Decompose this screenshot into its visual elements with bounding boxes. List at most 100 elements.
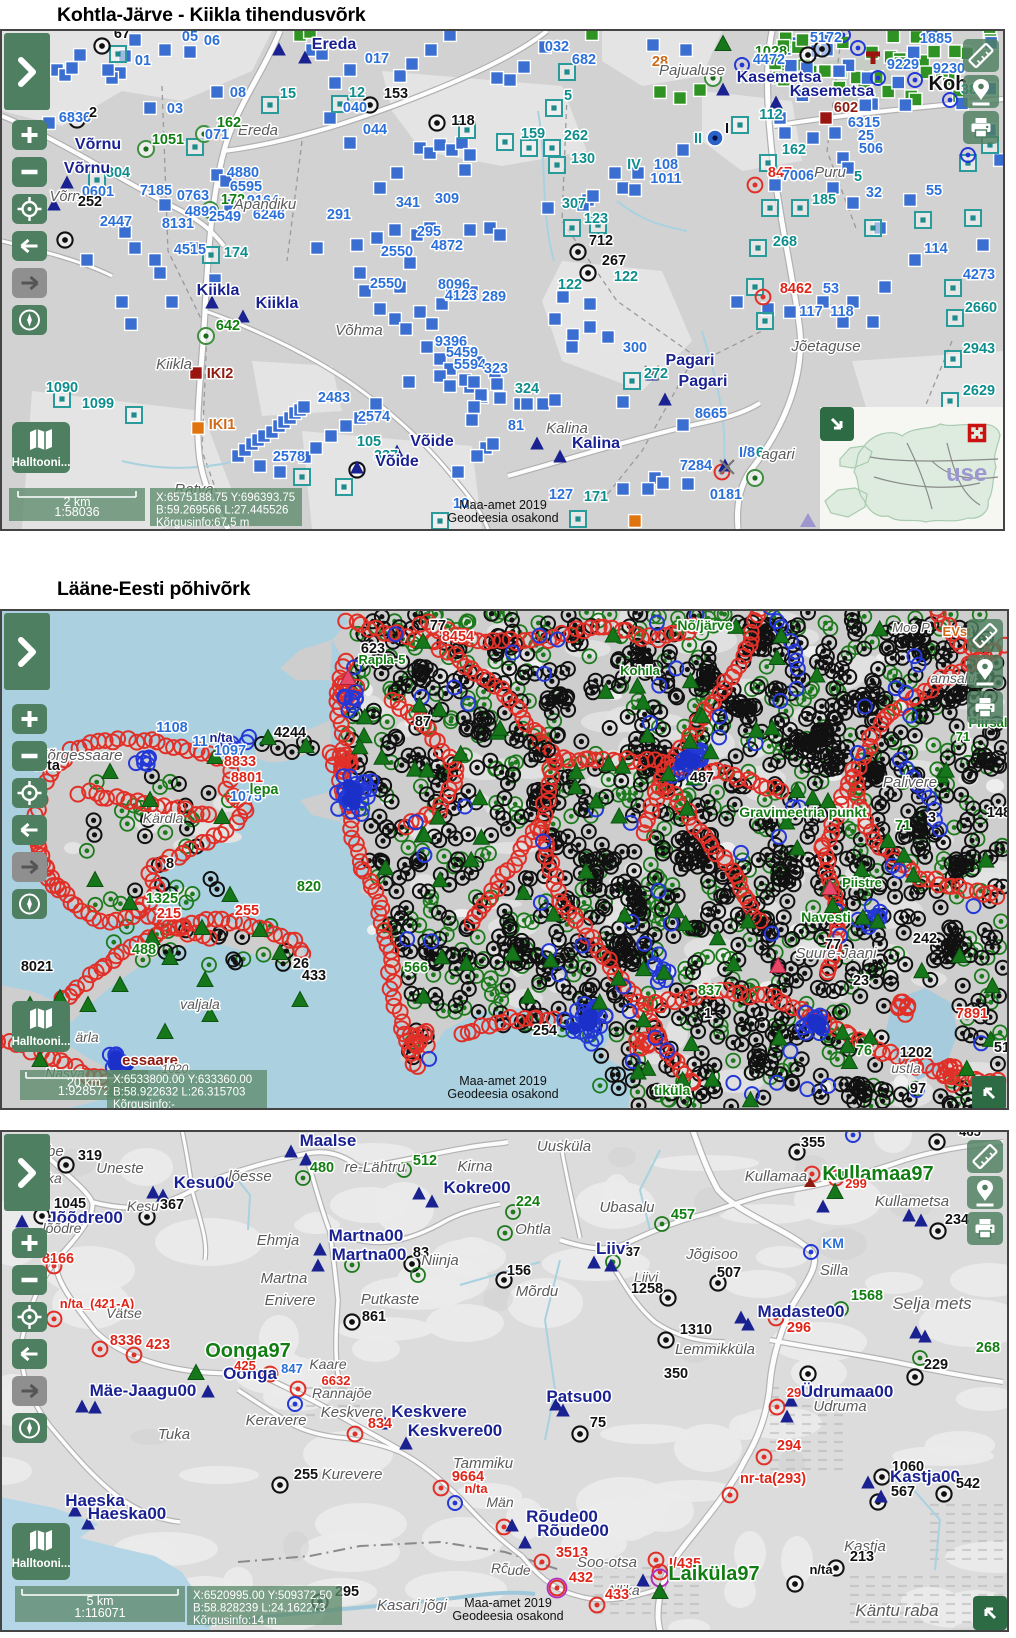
svg-text:01: 01: [135, 53, 151, 69]
svg-text:2943: 2943: [963, 341, 995, 357]
svg-text:X:6533800.00 Y:633360.00: X:6533800.00 Y:633360.00: [113, 1074, 252, 1086]
svg-text:6632: 6632: [322, 1373, 351, 1388]
svg-text:8665: 8665: [695, 406, 727, 422]
svg-text:Kesu00: Kesu00: [174, 1173, 234, 1192]
svg-text:Oonga97: Oonga97: [205, 1340, 291, 1362]
svg-text:Kiikla: Kiikla: [197, 282, 240, 299]
svg-text:174: 174: [224, 245, 248, 261]
svg-text:6246: 6246: [253, 207, 285, 223]
svg-text:Maa-amet 2019: Maa-amet 2019: [464, 1596, 552, 1610]
svg-text:Kalina: Kalina: [572, 435, 620, 452]
svg-text:2574: 2574: [358, 409, 390, 425]
svg-text:5459: 5459: [446, 345, 478, 361]
svg-text:5: 5: [854, 169, 862, 185]
svg-text:507: 507: [717, 1265, 741, 1281]
svg-text:76: 76: [856, 1043, 872, 1059]
svg-text:valjala: valjala: [180, 996, 220, 1012]
svg-text:2578: 2578: [273, 449, 305, 465]
svg-text:7284: 7284: [680, 458, 712, 474]
svg-text:299: 299: [845, 1176, 867, 1191]
svg-text:9230: 9230: [933, 61, 965, 77]
svg-text:B:58.922632 L:26.315703: B:58.922632 L:26.315703: [113, 1087, 245, 1099]
svg-text:ustla: ustla: [891, 1060, 921, 1076]
svg-text:2 km: 2 km: [63, 495, 90, 509]
svg-text:Koh: Koh: [929, 73, 968, 95]
svg-text:I/435: I/435: [669, 1556, 701, 1572]
svg-text:Geodeesia osakond: Geodeesia osakond: [447, 1087, 558, 1101]
svg-text:Kullametsa: Kullametsa: [875, 1193, 949, 1210]
svg-text:ärla: ärla: [75, 1029, 99, 1045]
svg-text:Võide: Võide: [375, 453, 419, 470]
svg-text:11: 11: [192, 734, 207, 750]
svg-text:319: 319: [78, 1148, 102, 1164]
svg-text:55: 55: [926, 183, 942, 199]
svg-text:I/8: I/8: [739, 445, 755, 461]
svg-text:Palivere: Palivere: [883, 774, 937, 791]
svg-text:Geodeesia osakond: Geodeesia osakond: [447, 511, 558, 525]
svg-text:1:928572: 1:928572: [58, 1084, 110, 1098]
svg-text:172: 172: [221, 192, 245, 208]
svg-text:87: 87: [415, 714, 431, 730]
svg-text:7006: 7006: [782, 168, 814, 184]
svg-text:229: 229: [924, 1357, 948, 1373]
svg-text:Võhma: Võhma: [335, 322, 383, 339]
svg-text:6595: 6595: [230, 179, 262, 195]
svg-text:Kastja: Kastja: [844, 1538, 886, 1555]
svg-text:861: 861: [362, 1309, 386, 1325]
svg-text:Rõude00: Rõude00: [537, 1521, 609, 1540]
svg-text:8454: 8454: [442, 629, 474, 645]
svg-text:0601: 0601: [82, 184, 114, 200]
svg-text:032: 032: [545, 39, 569, 55]
svg-text:26: 26: [293, 956, 309, 972]
svg-text:5172: 5172: [810, 31, 842, 46]
svg-text:08: 08: [230, 85, 246, 101]
svg-text:Rapla-5: Rapla-5: [359, 652, 406, 667]
svg-text:3513: 3513: [556, 1545, 588, 1561]
svg-text:Pagari: Pagari: [679, 373, 728, 390]
svg-text:IKI1: IKI1: [209, 417, 236, 433]
svg-text:847: 847: [281, 1361, 303, 1376]
svg-text:77: 77: [825, 937, 841, 953]
svg-text:071: 071: [205, 127, 229, 143]
svg-text:Patsu00: Patsu00: [546, 1387, 611, 1406]
svg-text:Käntu raba: Käntu raba: [855, 1601, 938, 1620]
svg-text:1075: 1075: [230, 789, 262, 805]
svg-text:423: 423: [146, 1337, 170, 1353]
svg-text:118: 118: [830, 304, 853, 320]
svg-text:234: 234: [945, 1212, 969, 1228]
svg-text:5594: 5594: [454, 357, 486, 373]
svg-text:Kokre00: Kokre00: [443, 1178, 510, 1197]
svg-text:Geodeesia osakond: Geodeesia osakond: [452, 1609, 563, 1623]
svg-text:Martna00: Martna00: [329, 1226, 404, 1245]
svg-text:4880: 4880: [227, 165, 259, 181]
svg-text:B:59.269566 L:27.445526: B:59.269566 L:27.445526: [156, 505, 288, 517]
svg-text:I: I: [725, 121, 729, 137]
svg-text:118: 118: [451, 113, 474, 129]
svg-text:242: 242: [913, 931, 937, 947]
svg-text:4472: 4472: [753, 52, 785, 68]
svg-text:367: 367: [160, 1197, 184, 1213]
svg-text:03: 03: [167, 101, 183, 117]
svg-text:1045: 1045: [54, 1196, 86, 1212]
svg-text:1028: 1028: [755, 44, 787, 60]
svg-text:1099: 1099: [82, 396, 114, 412]
svg-text:use: use: [946, 460, 987, 487]
svg-text:Rõude00: Rõude00: [526, 1507, 598, 1526]
svg-text:77: 77: [430, 618, 446, 634]
svg-text:10: 10: [453, 496, 469, 512]
svg-text:6: 6: [756, 445, 764, 461]
svg-text:153: 153: [384, 86, 408, 102]
svg-text:Kõrgessaare: Kõrgessaare: [37, 747, 122, 764]
svg-text:Kullamaa97: Kullamaa97: [822, 1163, 933, 1185]
svg-text:480: 480: [310, 1160, 334, 1176]
svg-text:Kõrgusinfo:67.5 m: Kõrgusinfo:67.5 m: [156, 517, 249, 529]
svg-text:847: 847: [768, 165, 792, 181]
svg-text:amsalu: amsalu: [930, 670, 975, 686]
svg-text:37: 37: [626, 1244, 640, 1259]
svg-text:355: 355: [801, 1135, 825, 1151]
svg-text:1060: 1060: [892, 1459, 924, 1475]
svg-text:Tuka: Tuka: [158, 1426, 190, 1443]
svg-text:Kalina: Kalina: [546, 420, 588, 437]
svg-text:309: 309: [435, 191, 459, 207]
svg-text:n/ta: n/ta: [809, 1562, 833, 1577]
